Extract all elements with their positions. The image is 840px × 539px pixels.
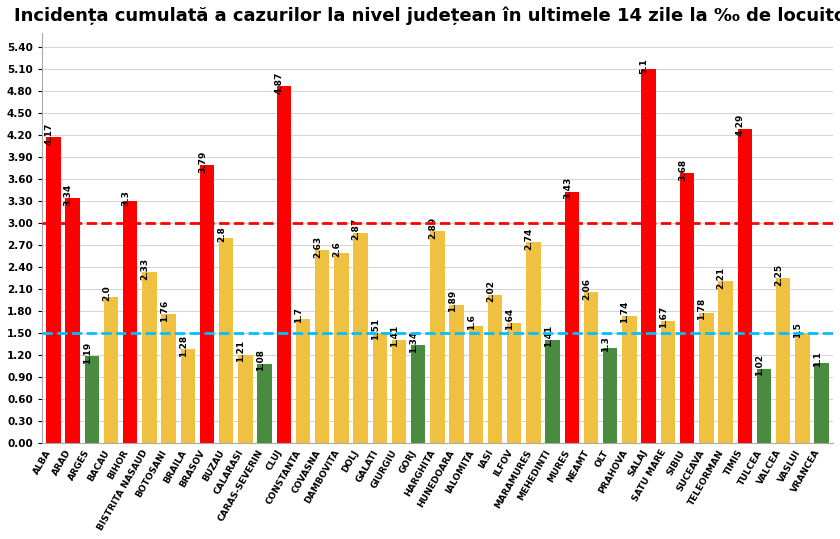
Bar [584, 292, 598, 444]
Bar [449, 305, 464, 444]
Text: 2.6: 2.6 [333, 241, 341, 257]
Text: 1.6: 1.6 [467, 314, 475, 330]
Bar [334, 253, 349, 444]
Bar [622, 316, 637, 444]
Bar [276, 86, 291, 444]
Bar [564, 192, 579, 444]
Bar [373, 333, 387, 444]
Text: 1.02: 1.02 [755, 354, 764, 376]
Bar [239, 355, 253, 444]
Text: 2.02: 2.02 [486, 280, 495, 302]
Bar [219, 238, 234, 444]
Text: 1.28: 1.28 [179, 335, 188, 357]
Text: 2.89: 2.89 [428, 217, 438, 239]
Text: 1.34: 1.34 [409, 330, 418, 353]
Text: 2.0: 2.0 [102, 285, 111, 301]
Bar [123, 201, 138, 444]
Title: Incidența cumulată a cazurilor la nivel județean în ultimele 14 zile la ‰ de loc: Incidența cumulată a cazurilor la nivel … [14, 7, 840, 25]
Text: 1.78: 1.78 [697, 298, 706, 320]
Bar [161, 314, 176, 444]
Text: 4.17: 4.17 [45, 122, 54, 145]
Bar [661, 321, 675, 444]
Bar [642, 69, 656, 444]
Bar [104, 296, 118, 444]
Text: 1.64: 1.64 [506, 308, 514, 330]
Bar [507, 323, 522, 444]
Bar [738, 129, 752, 444]
Bar [718, 281, 732, 444]
Text: 1.67: 1.67 [659, 306, 668, 328]
Bar [699, 313, 713, 444]
Text: 5.1: 5.1 [640, 58, 648, 73]
Bar [181, 349, 195, 444]
Text: 1.21: 1.21 [236, 340, 245, 362]
Bar [85, 356, 99, 444]
Text: 1.19: 1.19 [83, 341, 92, 363]
Text: 1.1: 1.1 [812, 351, 822, 367]
Bar [354, 233, 368, 444]
Bar [66, 198, 80, 444]
Text: 2.33: 2.33 [140, 258, 150, 280]
Text: 2.8: 2.8 [218, 226, 226, 242]
Text: 2.74: 2.74 [524, 227, 533, 250]
Text: 1.74: 1.74 [621, 301, 629, 323]
Text: 4.87: 4.87 [275, 71, 284, 94]
Text: 1.3: 1.3 [601, 336, 611, 353]
Bar [776, 278, 790, 444]
Bar [488, 295, 502, 444]
Bar [527, 243, 541, 444]
Text: 3.68: 3.68 [678, 158, 687, 181]
Text: 2.06: 2.06 [582, 278, 591, 300]
Bar [200, 165, 214, 444]
Bar [46, 137, 60, 444]
Text: 2.63: 2.63 [313, 236, 323, 258]
Bar [391, 340, 407, 444]
Text: 1.41: 1.41 [390, 325, 399, 347]
Text: 2.25: 2.25 [774, 264, 783, 286]
Text: 1.51: 1.51 [370, 318, 380, 340]
Bar [545, 340, 560, 444]
Text: 1.89: 1.89 [448, 290, 457, 312]
Text: 2.21: 2.21 [717, 266, 726, 288]
Text: 1.7: 1.7 [294, 307, 303, 323]
Text: 1.08: 1.08 [255, 349, 265, 371]
Text: 4.29: 4.29 [736, 114, 745, 136]
Text: 3.43: 3.43 [563, 177, 572, 199]
Bar [757, 369, 771, 444]
Bar [411, 345, 425, 444]
Text: 1.5: 1.5 [793, 322, 802, 337]
Text: 3.79: 3.79 [198, 150, 207, 173]
Bar [814, 363, 829, 444]
Bar [603, 348, 617, 444]
Bar [680, 174, 695, 444]
Bar [257, 364, 272, 444]
Bar [142, 272, 156, 444]
Bar [315, 251, 329, 444]
Bar [795, 333, 810, 444]
Text: 3.3: 3.3 [121, 190, 130, 205]
Text: 2.87: 2.87 [352, 218, 360, 240]
Text: 3.34: 3.34 [64, 184, 72, 206]
Bar [469, 326, 483, 444]
Bar [296, 319, 310, 444]
Bar [430, 231, 444, 444]
Text: 1.76: 1.76 [160, 300, 169, 322]
Text: 1.41: 1.41 [543, 325, 553, 347]
